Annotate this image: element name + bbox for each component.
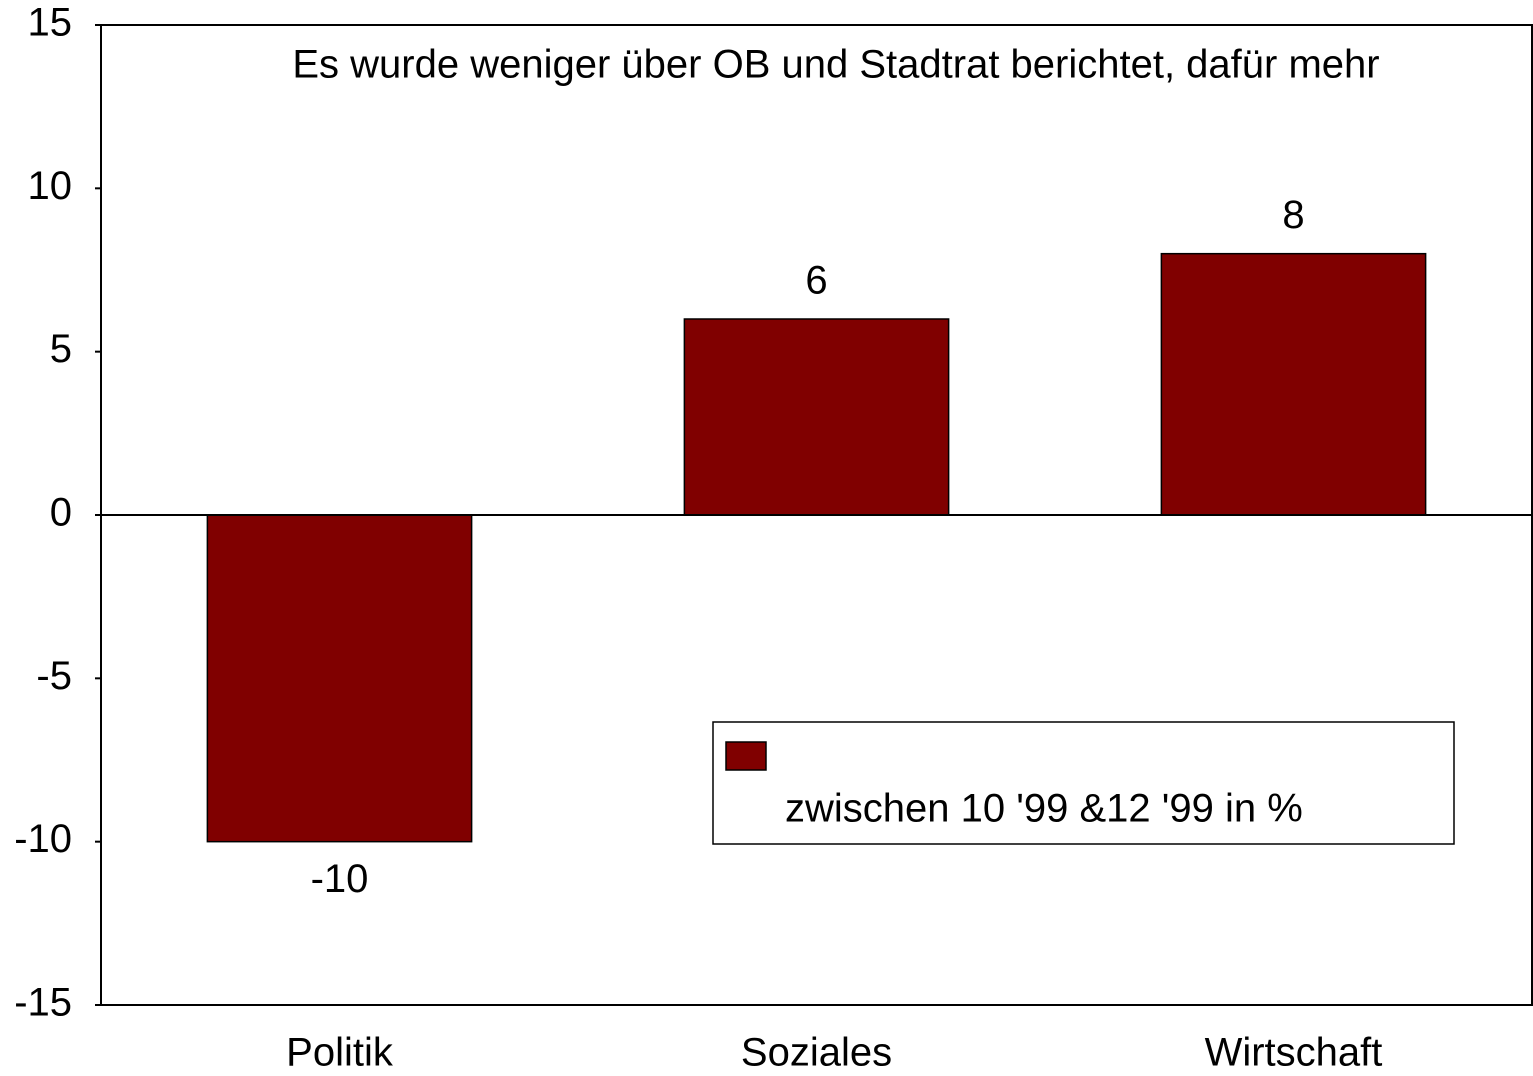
legend-label: zwischen 10 '99 &12 '99 in % xyxy=(785,787,1303,831)
value-label: 8 xyxy=(1282,193,1304,237)
bar xyxy=(1160,252,1427,516)
y-tick-label: -5 xyxy=(36,654,72,698)
x-tick-label: Wirtschaft xyxy=(1205,1031,1383,1075)
y-tick-label: 0 xyxy=(50,491,72,535)
y-tick-label: -10 xyxy=(14,817,72,861)
y-tick-label: 10 xyxy=(28,164,73,208)
legend-swatch xyxy=(725,741,767,771)
y-tick-label: 5 xyxy=(50,327,72,371)
bar xyxy=(206,514,473,843)
legend-box xyxy=(712,721,1455,845)
value-label: 6 xyxy=(805,259,827,303)
x-tick-label: Soziales xyxy=(741,1031,892,1075)
chart-title: Es wurde weniger über OB und Stadtrat be… xyxy=(292,43,1379,87)
y-tick-label: -15 xyxy=(14,981,72,1025)
y-tick-label: 15 xyxy=(28,1,73,45)
bar xyxy=(683,318,950,516)
x-tick-label: Politik xyxy=(286,1031,394,1075)
value-label: -10 xyxy=(311,857,369,901)
